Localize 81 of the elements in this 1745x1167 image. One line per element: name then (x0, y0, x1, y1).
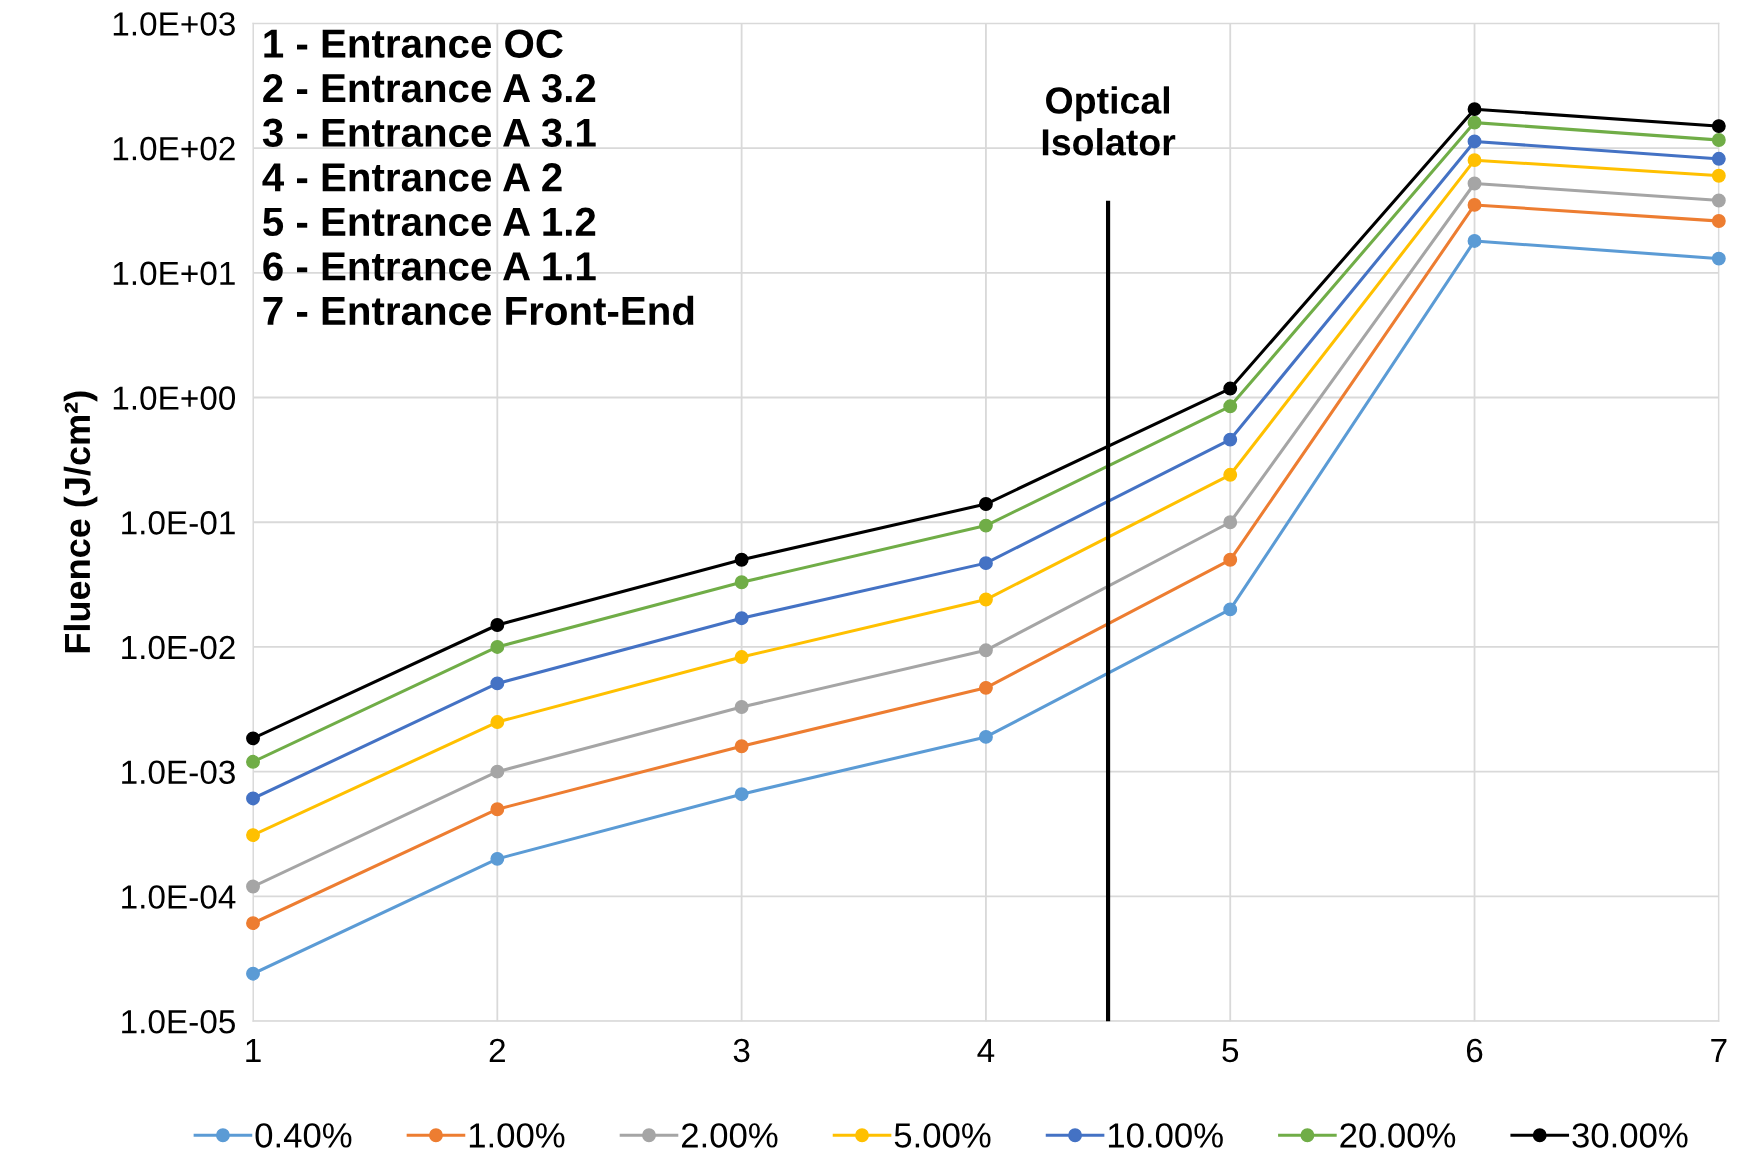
point (978, 729, 993, 744)
y-tick-label: 1.0E+01 (113, 261, 235, 286)
point (1711, 214, 1726, 228)
annotation: 1 - Entrance OC (264, 29, 563, 58)
y-axis-title: Fluence (J/cm²) (63, 391, 98, 653)
point (490, 764, 505, 779)
point (246, 966, 260, 981)
legend-label: 30.00% (1572, 1123, 1688, 1148)
y-tick-label: 1.0E-02 (122, 635, 235, 660)
y-tick-label: 1.0E-01 (122, 511, 235, 535)
point (978, 497, 993, 511)
point (1223, 515, 1238, 530)
point (246, 754, 260, 769)
x-tick-label: 2 (489, 1038, 505, 1062)
point (1467, 153, 1482, 168)
annotation: 2 - Entrance A 3.2 (263, 73, 596, 103)
point (1223, 467, 1238, 482)
point (246, 879, 260, 894)
legend-label: 10.00% (1108, 1123, 1223, 1148)
point (978, 518, 993, 533)
point (490, 851, 505, 866)
point (734, 575, 749, 590)
x-tick-label: 4 (977, 1039, 995, 1062)
point (1467, 115, 1482, 130)
point (246, 916, 260, 931)
point (1223, 399, 1238, 414)
point (490, 640, 505, 654)
point (1467, 134, 1482, 149)
x-tick-label: 1 (246, 1039, 261, 1062)
point (978, 680, 993, 695)
point (978, 643, 993, 658)
point (1467, 197, 1482, 212)
point (246, 731, 260, 746)
y-tick-label: 1.0E+03 (113, 12, 235, 36)
point (1711, 251, 1726, 266)
legend-label: 2.00% (681, 1123, 778, 1148)
point (490, 676, 505, 691)
ref-line-label: Optical Isolator (1042, 86, 1176, 156)
x-tick-label: 6 (1466, 1038, 1483, 1063)
point (734, 787, 749, 802)
point (734, 700, 749, 714)
point (978, 556, 993, 571)
point (734, 552, 749, 567)
annotation: 6 - Entrance A 1.1 (263, 252, 596, 281)
annotation: 7 - Entrance Front-End (263, 295, 694, 326)
point (1711, 151, 1726, 166)
y-tick-label: 1.0E-05 (122, 1009, 235, 1034)
x-tick-label: 3 (733, 1038, 750, 1063)
point (1223, 552, 1238, 567)
legend-label: 20.00% (1340, 1123, 1456, 1148)
x-tick-label: 5 (1222, 1039, 1239, 1063)
point (1711, 119, 1726, 134)
legend-label: 1.00% (469, 1123, 565, 1148)
point (490, 802, 505, 817)
x-tick-label: 7 (1711, 1039, 1727, 1062)
legend-label: 5.00% (894, 1123, 991, 1148)
y-tick-label: 1.0E-03 (122, 760, 235, 785)
y-tick-label: 1.0E+02 (113, 136, 235, 161)
point (490, 715, 505, 729)
point (1711, 168, 1726, 183)
point (734, 611, 749, 626)
point (490, 618, 505, 632)
point (1223, 432, 1238, 447)
point (246, 791, 260, 806)
annotation: 3 - Entrance A 3.1 (262, 118, 596, 148)
annotation: 4 - Entrance A 2 (262, 163, 562, 192)
point (978, 592, 993, 607)
legend-label: 0.40% (255, 1123, 352, 1148)
y-tick-label: 1.0E-04 (122, 885, 236, 909)
point (734, 650, 749, 664)
point (1711, 193, 1726, 208)
point (246, 828, 260, 843)
point (734, 739, 749, 754)
point (1711, 133, 1726, 147)
y-tick-label: 1.0E+00 (113, 386, 236, 410)
point (1223, 381, 1238, 396)
point (1467, 234, 1482, 248)
point (1467, 176, 1482, 191)
point (1223, 602, 1238, 617)
annotation: 5 - Entrance A 1.2 (263, 207, 596, 237)
point (1467, 102, 1482, 117)
